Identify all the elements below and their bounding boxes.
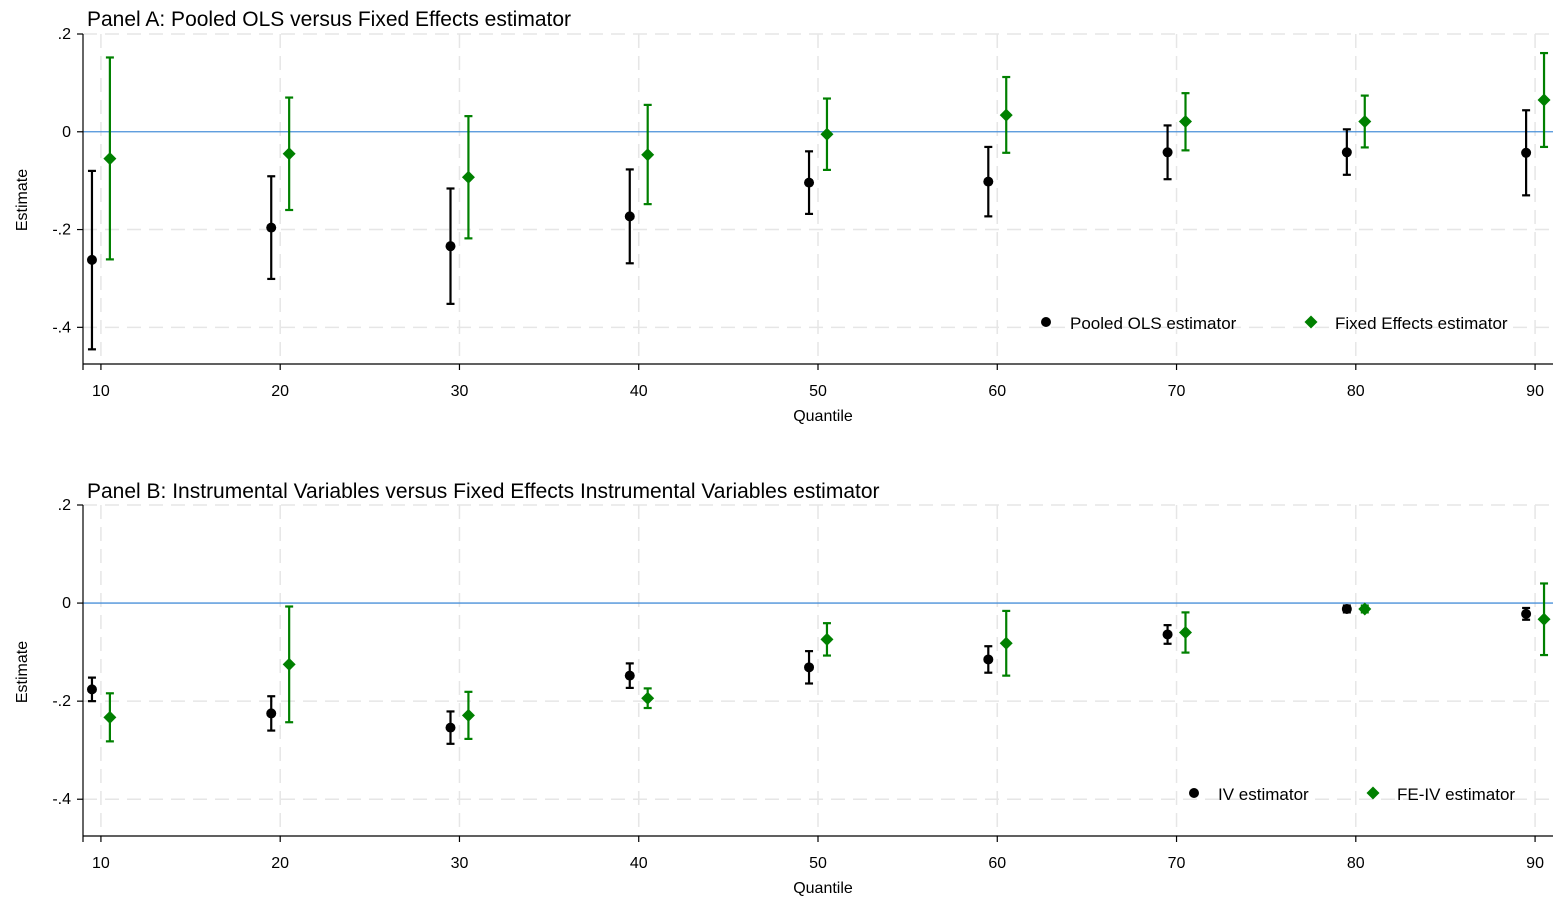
x-tick-label: 40 <box>630 855 648 872</box>
y-tick-label: -.2 <box>52 693 71 710</box>
data-point <box>282 147 296 161</box>
panel-a-legend: Pooled OLS estimator Fixed Effects estima… <box>1041 314 1508 333</box>
data-point <box>1358 602 1372 616</box>
data-point <box>445 241 456 252</box>
x-tick-label: 20 <box>271 855 289 872</box>
legend-label: Fixed Effects estimator <box>1335 314 1508 333</box>
y-tick-label: 0 <box>62 124 71 141</box>
data-point <box>266 222 277 233</box>
panel-a-y-axis-label: Estimate <box>14 169 31 231</box>
y-tick-label: -.2 <box>52 222 71 239</box>
legend-label: FE-IV estimator <box>1397 785 1515 804</box>
data-point <box>1341 603 1352 614</box>
data-point <box>624 670 635 681</box>
x-tick-label: 60 <box>988 383 1006 400</box>
data-point <box>282 657 296 671</box>
data-point <box>641 148 655 162</box>
x-tick-label: 50 <box>809 855 827 872</box>
y-tick-label: -.4 <box>52 319 71 336</box>
legend-label: Pooled OLS estimator <box>1070 314 1237 333</box>
panel-a-x-axis-label: Quantile <box>793 408 853 425</box>
panel-a-title: Panel A: Pooled OLS versus Fixed Effects… <box>87 8 571 31</box>
panel-b-y-axis-label: Estimate <box>14 641 31 703</box>
panel-b: Panel B: Instrumental Variables versus F… <box>14 480 1553 897</box>
data-point <box>1162 629 1173 640</box>
x-tick-label: 20 <box>271 383 289 400</box>
data-point <box>1537 93 1551 107</box>
data-point <box>1179 625 1192 639</box>
data-point <box>1341 147 1352 158</box>
data-point <box>86 254 97 265</box>
legend-marker-circle <box>1041 317 1051 327</box>
x-tick-label: 10 <box>92 383 110 400</box>
x-tick-label: 90 <box>1526 383 1544 400</box>
data-point <box>999 108 1013 122</box>
data-point <box>103 152 117 166</box>
x-tick-label: 70 <box>1168 855 1186 872</box>
data-point <box>86 684 97 695</box>
data-point <box>103 710 117 724</box>
x-tick-label: 30 <box>451 855 469 872</box>
data-point <box>804 177 815 188</box>
x-tick-label: 60 <box>988 855 1006 872</box>
data-point <box>1358 115 1372 129</box>
x-tick-label: 70 <box>1168 383 1186 400</box>
panel-b-legend: IV estimator FE-IV estimator <box>1189 785 1515 804</box>
data-point <box>1179 115 1192 129</box>
panel-a: Panel A: Pooled OLS versus Fixed Effects… <box>14 8 1553 425</box>
data-point <box>266 708 277 719</box>
x-tick-label: 40 <box>630 383 648 400</box>
data-point <box>983 654 994 665</box>
x-tick-label: 10 <box>92 855 110 872</box>
data-point <box>1521 608 1532 619</box>
data-point <box>820 632 834 646</box>
x-tick-label: 90 <box>1526 855 1544 872</box>
legend-label: IV estimator <box>1218 785 1309 804</box>
y-tick-label: -.4 <box>52 791 71 808</box>
data-point <box>804 662 815 673</box>
data-point <box>624 211 635 222</box>
panel-b-x-axis-label: Quantile <box>793 880 853 897</box>
x-tick-label: 30 <box>451 383 469 400</box>
panel-b-title: Panel B: Instrumental Variables versus F… <box>87 480 880 503</box>
legend-marker-circle <box>1189 788 1199 798</box>
data-point <box>1162 147 1173 158</box>
data-point <box>641 691 655 705</box>
legend-marker-diamond <box>1304 315 1318 329</box>
data-point <box>999 636 1013 650</box>
data-point <box>461 170 475 184</box>
x-tick-label: 50 <box>809 383 827 400</box>
data-point <box>1521 147 1532 158</box>
data-point <box>820 127 834 141</box>
y-tick-label: 0 <box>62 595 71 612</box>
y-tick-label: .2 <box>58 497 71 514</box>
data-point <box>1537 612 1551 626</box>
x-tick-label: 80 <box>1347 855 1365 872</box>
legend-marker-diamond <box>1366 786 1380 800</box>
data-point <box>461 708 475 722</box>
data-point <box>983 176 994 187</box>
x-tick-label: 80 <box>1347 383 1365 400</box>
data-point <box>445 722 456 733</box>
y-tick-label: .2 <box>58 26 71 43</box>
